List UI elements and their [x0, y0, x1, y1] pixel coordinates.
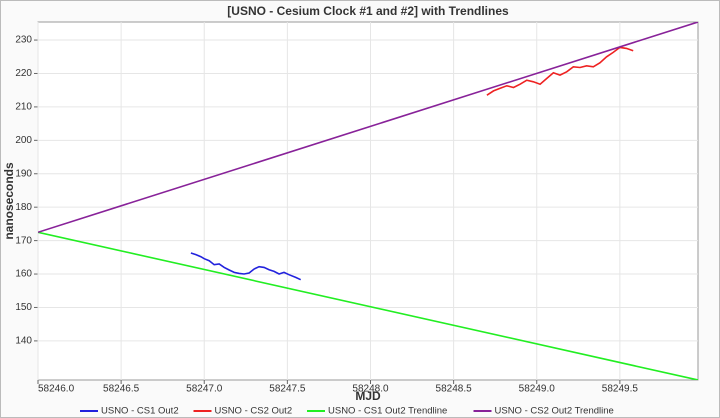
legend-label: USNO - CS2 Out2 Trendline — [495, 406, 614, 417]
legend-label: USNO - CS1 Out2 Trendline — [328, 406, 447, 417]
y-tick-label: 160 — [15, 269, 32, 280]
series-line — [38, 231, 698, 380]
y-tick-label: 190 — [15, 168, 32, 179]
x-tick-label: 58247.5 — [269, 384, 306, 395]
x-tick-label: 58249.0 — [519, 384, 556, 395]
y-tick-label: 230 — [15, 35, 32, 46]
chart-title: [USNO - Cesium Clock #1 and #2] with Tre… — [227, 4, 509, 18]
y-tick-label: 220 — [15, 68, 32, 79]
x-tick-label: 58246.5 — [103, 384, 140, 395]
y-tick-label: 170 — [15, 235, 32, 246]
x-tick-label: 58249.5 — [602, 384, 639, 395]
series-line — [486, 46, 634, 96]
x-tick-label: 58248.0 — [352, 384, 389, 395]
x-axis-label: MJD — [355, 389, 381, 403]
legend-label: USNO - CS2 Out2 — [215, 406, 293, 417]
y-tick-label: 210 — [15, 102, 32, 113]
series-line — [190, 252, 302, 281]
x-tick-label: 58247.0 — [186, 384, 223, 395]
y-axis-label: nanoseconds — [2, 162, 16, 240]
y-tick-label: 140 — [15, 336, 32, 347]
x-tick-label: 58248.5 — [436, 384, 473, 395]
x-tick-label: 58246.0 — [38, 384, 75, 395]
series-line — [38, 22, 698, 234]
y-tick-label: 180 — [15, 202, 32, 213]
y-tick-label: 200 — [15, 135, 32, 146]
legend-label: USNO - CS1 Out2 — [101, 406, 179, 417]
y-tick-label: 150 — [15, 302, 32, 313]
plot-area — [37, 21, 699, 381]
